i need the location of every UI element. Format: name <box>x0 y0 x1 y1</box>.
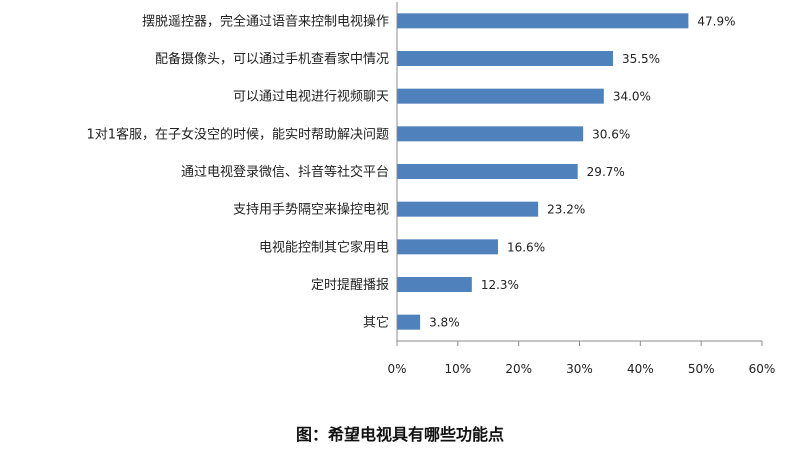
category-label: 1对1客服，在子女没空的时候，能实时帮助解决问题 <box>86 126 389 142</box>
value-label: 3.8% <box>429 316 460 330</box>
value-label: 23.2% <box>547 203 585 217</box>
value-label: 30.6% <box>592 127 630 141</box>
bar <box>397 88 604 104</box>
bar-chart: 摆脱遥控器，完全通过语音来控制电视操作配备摄像头，可以通过手机查看家中情况可以通… <box>86 2 775 376</box>
x-tick-label: 10% <box>444 362 471 376</box>
category-label: 摆脱遥控器，完全通过语音来控制电视操作 <box>142 13 389 29</box>
value-labels: 47.9% 35.5% 34.0% 30.6% 29.7% 23.2% 16.6% 12.3%… <box>429 14 735 329</box>
value-label: 12.3% <box>481 278 519 292</box>
bar <box>397 277 472 292</box>
value-label: 29.7% <box>587 165 625 179</box>
bar <box>397 164 578 179</box>
bar <box>397 51 613 66</box>
x-axis-ticks: 0% 10% 20% 30% 40% 50% 60% <box>387 341 775 376</box>
bar <box>397 239 498 255</box>
value-label: 35.5% <box>622 52 660 66</box>
category-label: 其它 <box>363 315 389 331</box>
bar <box>397 201 539 217</box>
bar <box>397 126 584 142</box>
category-label: 配备摄像头，可以通过手机查看家中情况 <box>155 51 389 67</box>
value-label: 47.9% <box>697 14 735 28</box>
bars-group <box>397 13 689 330</box>
figure-caption: 图：希望电视具有哪些功能点 <box>295 425 504 444</box>
category-labels: 摆脱遥控器，完全通过语音来控制电视操作配备摄像头，可以通过手机查看家中情况可以通… <box>86 13 389 330</box>
x-tick-label: 20% <box>505 362 532 376</box>
category-label: 定时提醒播报 <box>311 277 389 293</box>
bar <box>397 314 421 330</box>
category-label: 通过电视登录微信、抖音等社交平台 <box>181 164 389 180</box>
category-label: 支持用手势隔空来操控电视 <box>233 202 389 218</box>
bar <box>397 13 689 29</box>
x-tick-label: 0% <box>387 362 406 376</box>
x-tick-label: 60% <box>749 362 776 376</box>
x-tick-label: 30% <box>566 362 593 376</box>
category-label: 电视能控制其它家用电 <box>259 239 389 255</box>
category-label: 可以通过电视进行视频聊天 <box>233 90 389 105</box>
x-tick-label: 50% <box>688 362 715 376</box>
value-label: 16.6% <box>507 240 545 254</box>
value-label: 34.0% <box>613 90 651 104</box>
x-tick-label: 40% <box>627 362 654 376</box>
